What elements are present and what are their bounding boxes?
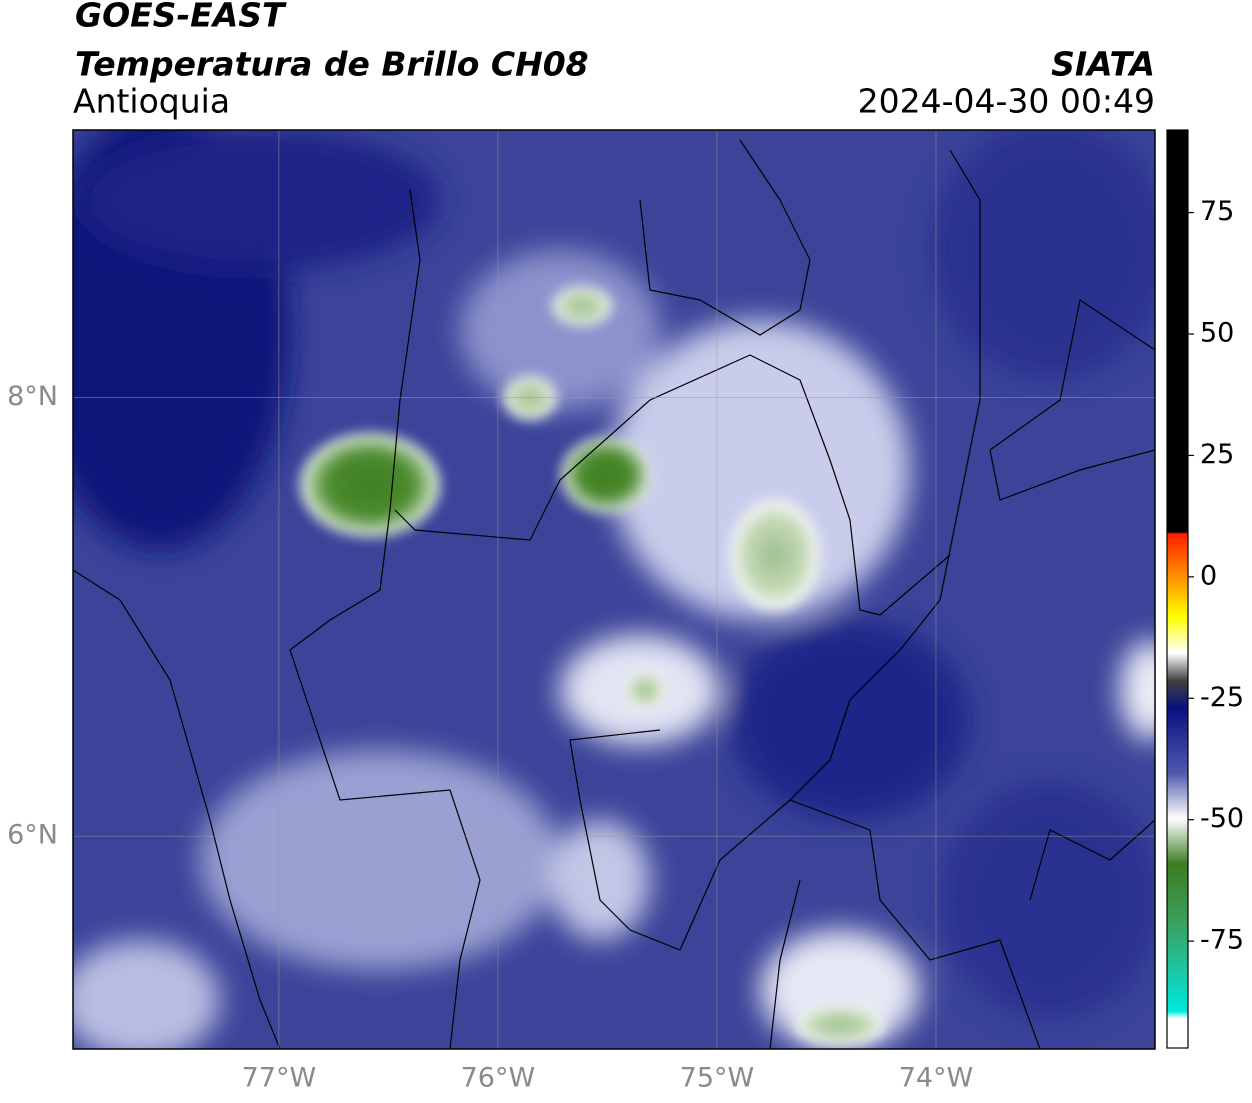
title: GOES-EAST (75, 0, 287, 35)
colorbar-tick-label: 75 (1200, 196, 1234, 227)
colorbar (1166, 129, 1189, 1049)
x-tick-label: 74°W (899, 1063, 974, 1094)
x-tick-label: 75°W (680, 1063, 755, 1094)
colorbar-tick-label: -25 (1200, 682, 1244, 713)
colorbar-tick-label: 50 (1200, 318, 1234, 349)
y-tick-label: 8°N (7, 381, 58, 412)
colorbar-tick-label: 25 (1200, 439, 1234, 470)
region: Antioquia (73, 82, 230, 121)
y-tick-label: 6°N (7, 820, 58, 851)
subtitle: Temperatura de Brillo CH08 (75, 45, 589, 84)
grid (73, 130, 1155, 1049)
map-frame (72, 129, 1156, 1050)
colorbar-tick-label: 0 (1200, 560, 1217, 591)
x-tick-label: 76°W (461, 1063, 536, 1094)
x-tick-label: 77°W (242, 1063, 317, 1094)
colorbar-tick-label: -75 (1200, 925, 1244, 956)
colorbar-tick-label: -50 (1200, 803, 1244, 834)
source: SIATA (1051, 45, 1155, 84)
datetime: 2024-04-30 00:49 (858, 82, 1155, 121)
map-image (73, 130, 1155, 1049)
